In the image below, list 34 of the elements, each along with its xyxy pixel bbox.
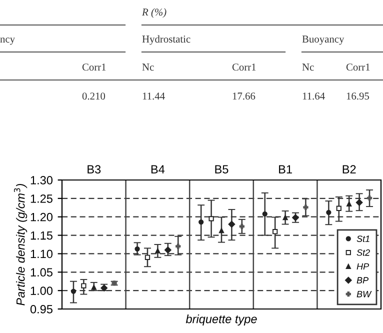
y-tick-label: 1.00 bbox=[30, 286, 53, 295]
text: Corr1 bbox=[346, 64, 370, 71]
y-tick-label: 1.25 bbox=[30, 194, 52, 203]
text: R (%) bbox=[142, 8, 166, 18]
legend-label: BP bbox=[356, 277, 369, 284]
x-tick-label: B2 bbox=[342, 165, 356, 174]
legend-label: St2 bbox=[356, 249, 370, 256]
y-axis-title: Particle density (g/cm$^{3}$) bbox=[14, 184, 28, 306]
text: 11.64 bbox=[302, 92, 325, 100]
text: Corr1 bbox=[232, 64, 256, 71]
x-axis-title: briquette type bbox=[186, 314, 257, 326]
y-tick-label: 1.15 bbox=[30, 231, 52, 240]
y-tick-label: 1.30 bbox=[30, 176, 53, 184]
y-tick-label: 1.05 bbox=[30, 268, 52, 277]
x-tick-label: B4 bbox=[151, 165, 165, 174]
text: 0.210 bbox=[82, 92, 106, 100]
text: 17.66 bbox=[232, 92, 256, 100]
text: ncy bbox=[0, 38, 15, 45]
text: 16.95 bbox=[346, 92, 370, 100]
text: Nc bbox=[142, 64, 154, 71]
text: Nc bbox=[302, 64, 314, 71]
legend-label: BW bbox=[356, 290, 372, 298]
y-tick-label: 0.95 bbox=[30, 305, 52, 314]
x-tick-label: B1 bbox=[279, 165, 292, 174]
text: Buoyancy bbox=[302, 36, 344, 45]
text: Hydrostatic bbox=[142, 35, 190, 45]
text: Corr1 bbox=[82, 64, 106, 71]
y-tick-label: 1.20 bbox=[30, 212, 53, 222]
legend-label: HP bbox=[356, 263, 370, 270]
text: 11.44 bbox=[142, 92, 165, 100]
x-tick-label: B5 bbox=[215, 165, 228, 174]
legend-label: St1 bbox=[356, 236, 370, 242]
y-tick-label: 1.10 bbox=[30, 250, 53, 258]
x-tick-label: B3 bbox=[88, 165, 101, 174]
